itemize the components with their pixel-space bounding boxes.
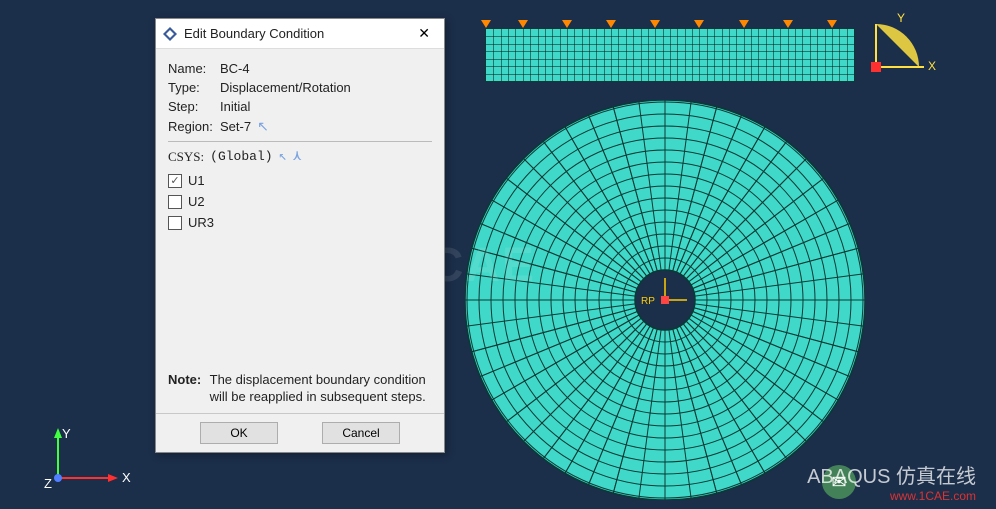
- name-label: Name:: [168, 61, 220, 76]
- app-icon: [162, 26, 178, 42]
- note-label: Note:: [168, 371, 206, 389]
- type-label: Type:: [168, 80, 220, 95]
- axis-x-label: X: [122, 470, 131, 485]
- type-value: Displacement/Rotation: [220, 80, 432, 95]
- axis-y-label: Y: [62, 426, 71, 441]
- disc-mesh: RP: [465, 100, 865, 500]
- step-label: Step:: [168, 99, 220, 114]
- pick-region-icon[interactable]: ↖: [257, 118, 269, 135]
- dof-checkbox[interactable]: [168, 216, 182, 230]
- watermark-brand: ABAQUS 仿真在线 www.1CAE.com: [807, 460, 976, 503]
- dof-checkbox[interactable]: [168, 174, 182, 188]
- dialog-titlebar[interactable]: Edit Boundary Condition ✕: [156, 19, 444, 49]
- axis-z-label: Z: [44, 476, 52, 491]
- ok-button[interactable]: OK: [200, 422, 278, 444]
- csys-label: CSYS:: [168, 149, 204, 165]
- note-text: The displacement boundary condition will…: [210, 371, 432, 406]
- beam-mesh: [485, 28, 855, 82]
- dof-row-ur3[interactable]: UR3: [168, 215, 432, 230]
- cancel-button[interactable]: Cancel: [322, 422, 400, 444]
- csys-value: (Global): [210, 149, 272, 164]
- svg-text:X: X: [928, 59, 936, 73]
- edit-bc-dialog: Edit Boundary Condition ✕ Name:BC-4 Type…: [155, 18, 445, 453]
- dof-label: U2: [188, 194, 205, 209]
- dof-row-u1[interactable]: U1: [168, 173, 432, 188]
- view-triad: Y X: [866, 12, 936, 85]
- viewport: RP Y X Y X Z 1CAE ✉ ABAQUS 仿真在线 www.: [0, 0, 996, 509]
- dialog-title: Edit Boundary Condition: [184, 26, 410, 41]
- dof-row-u2[interactable]: U2: [168, 194, 432, 209]
- step-value: Initial: [220, 99, 432, 114]
- close-icon[interactable]: ✕: [410, 25, 438, 42]
- create-csys-icon[interactable]: ⋏: [293, 148, 301, 165]
- dof-label: U1: [188, 173, 205, 188]
- dof-checkbox[interactable]: [168, 195, 182, 209]
- dof-label: UR3: [188, 215, 214, 230]
- pick-csys-icon[interactable]: ↖: [279, 148, 287, 165]
- global-triad: Y X Z: [40, 426, 130, 499]
- region-label: Region:: [168, 119, 220, 134]
- name-value: BC-4: [220, 61, 432, 76]
- svg-text:RP: RP: [641, 296, 655, 307]
- svg-text:Y: Y: [897, 12, 905, 25]
- region-value: Set-7: [220, 119, 251, 134]
